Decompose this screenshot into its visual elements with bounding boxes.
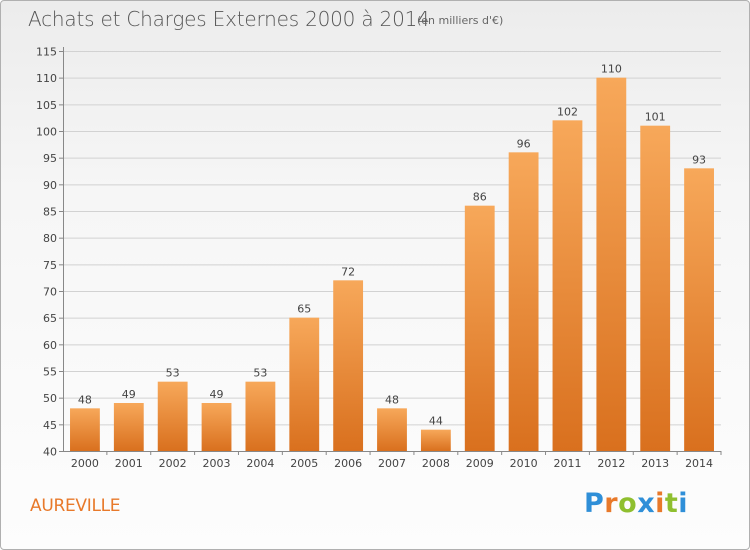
y-tick-label: 80	[43, 232, 57, 245]
bars	[70, 77, 714, 452]
x-tick-label: 2003	[203, 457, 231, 470]
bar	[245, 381, 276, 451]
x-tick-label: 2000	[71, 457, 99, 470]
y-tick-label: 100	[36, 126, 57, 139]
bar	[70, 408, 100, 451]
x-tick-label: 2001	[115, 457, 143, 470]
brand-letter: i	[678, 488, 689, 519]
y-tick-label: 110	[36, 72, 57, 85]
bar	[201, 403, 232, 451]
x-tick-label: 2012	[597, 457, 625, 470]
bar	[289, 317, 320, 451]
bar	[157, 381, 188, 451]
y-tick-label: 105	[36, 99, 57, 112]
data-label: 96	[517, 137, 531, 150]
bar	[596, 77, 627, 452]
x-tick-label: 2011	[553, 457, 581, 470]
bar	[640, 125, 671, 452]
data-label: 102	[557, 105, 578, 118]
brand-letter: o	[618, 488, 638, 519]
brand-letter: r	[604, 488, 619, 519]
bar	[684, 168, 714, 452]
data-label: 93	[692, 153, 706, 166]
data-label: 86	[473, 191, 487, 204]
brand-letter: P	[584, 488, 605, 519]
x-tick-label: 2008	[422, 457, 450, 470]
x-tick-label: 2006	[334, 457, 362, 470]
bar	[377, 408, 407, 451]
chart-title: Achats et Charges Externes 2000 à 2014	[28, 7, 430, 31]
brand-letter: i	[655, 488, 665, 519]
x-tick-label: 2010	[510, 457, 538, 470]
data-label: 53	[166, 367, 180, 380]
x-tick-label: 2002	[159, 457, 187, 470]
data-label: 44	[429, 415, 443, 428]
data-label: 65	[297, 303, 311, 316]
y-tick-label: 95	[43, 152, 57, 165]
y-tick-label: 55	[43, 366, 57, 379]
bar	[552, 120, 583, 451]
labels: 40 45 50 55 60 65 70 75 80 85 90 95 100 105 110 115 48 20…	[36, 46, 713, 471]
y-tick-label: 75	[43, 259, 57, 272]
data-label: 101	[645, 111, 666, 124]
bar	[333, 280, 364, 451]
bar	[508, 152, 539, 452]
x-tick-label: 2013	[641, 457, 669, 470]
x-tick-label: 2007	[378, 457, 406, 470]
brand-logo: Proxiti	[584, 488, 688, 519]
data-label: 110	[601, 63, 622, 76]
y-tick-label: 45	[43, 419, 57, 432]
bar	[464, 205, 495, 451]
bar	[113, 403, 144, 451]
data-label: 53	[253, 367, 267, 380]
y-tick-label: 115	[36, 46, 57, 59]
data-label: 49	[210, 388, 224, 401]
city-name: AUREVILLE	[30, 496, 121, 516]
y-tick-label: 85	[43, 206, 57, 219]
y-tick-label: 90	[43, 179, 57, 192]
y-tick-label: 65	[43, 312, 57, 325]
bar	[420, 429, 451, 451]
chart-subtitle: (en milliers d'€)	[417, 14, 504, 27]
y-tick-label: 60	[43, 339, 57, 352]
x-tick-label: 2004	[246, 457, 274, 470]
x-tick-label: 2009	[466, 457, 494, 470]
x-tick-label: 2005	[290, 457, 318, 470]
brand-letter: t	[664, 488, 679, 519]
data-label: 48	[78, 393, 92, 406]
y-tick-label: 70	[43, 286, 57, 299]
data-label: 49	[122, 388, 136, 401]
y-tick-label: 50	[43, 392, 57, 405]
axes	[59, 47, 722, 455]
data-label: 48	[385, 393, 399, 406]
x-tick-label: 2014	[685, 457, 713, 470]
data-label: 72	[341, 265, 355, 278]
y-tick-label: 40	[43, 446, 57, 459]
brand-letter: x	[637, 488, 656, 519]
